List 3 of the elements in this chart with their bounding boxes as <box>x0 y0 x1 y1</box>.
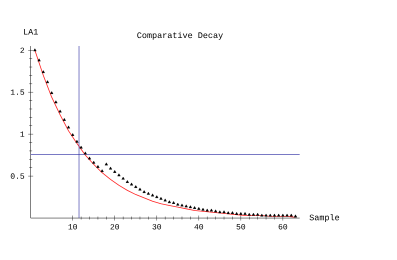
y-axis-title: LA1 <box>24 28 38 35</box>
chart-title: Comparative Decay <box>137 32 223 40</box>
x-axis-title: Sample <box>310 214 340 222</box>
